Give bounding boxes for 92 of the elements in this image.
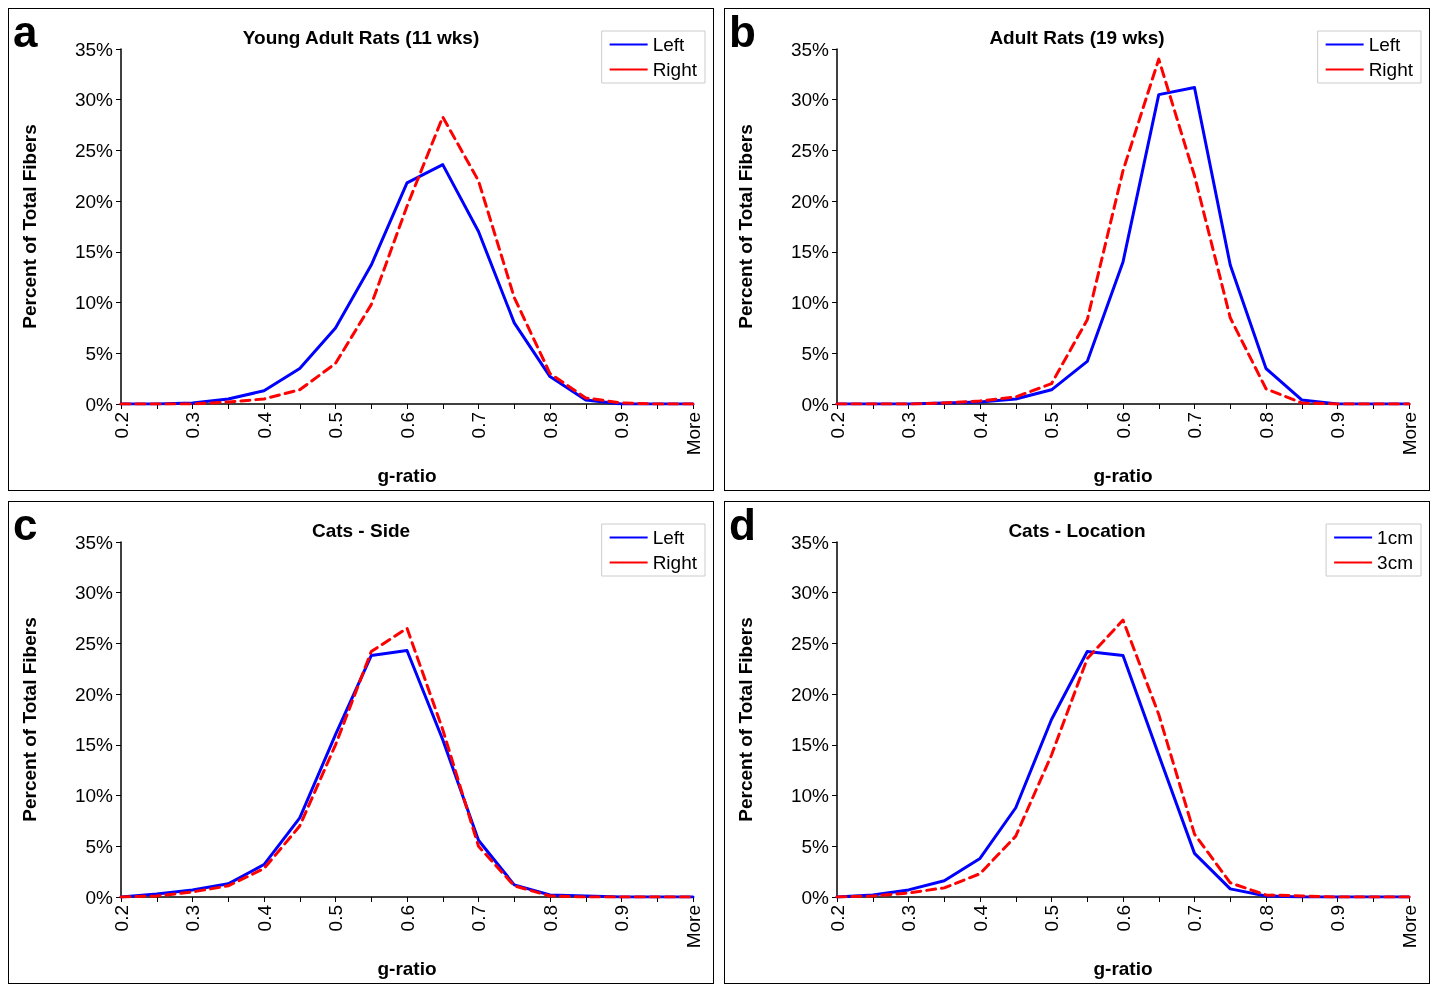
x-tick-label: 0.8 [539, 905, 561, 932]
chart-title: Cats - Side [311, 520, 411, 541]
x-tick-label: 0.5 [325, 905, 346, 932]
y-axis-title: Percent of Total Fibers [19, 124, 40, 329]
x-tick-label: 0.4 [253, 411, 275, 439]
y-tick-label: 20% [790, 190, 830, 212]
y-tick-label: 10% [790, 785, 830, 807]
y-tick-label: 25% [74, 139, 114, 161]
x-tick-label: 0.9 [1327, 905, 1348, 932]
y-tick-label: 25% [74, 632, 114, 654]
y-tick-label: 35% [790, 531, 830, 553]
y-tick-label: 10% [74, 785, 114, 807]
x-tick-label: 0.5 [325, 412, 346, 439]
text: c [13, 499, 38, 549]
chart-title: Young Adult Rats (11 wks) [242, 27, 480, 48]
x-tick-label: 0.2 [826, 905, 848, 932]
x-tick-label: More [682, 905, 704, 949]
y-tick-label: 25% [790, 632, 830, 654]
x-tick-label: 0.5 [1041, 412, 1062, 439]
x-tick-label: 0.5 [1041, 905, 1062, 932]
y-tick-label: 10% [790, 292, 830, 314]
y-tick-label: 5% [85, 342, 114, 364]
y-axis-title: Percent of Total Fibers [735, 617, 756, 822]
y-tick-label: 5% [801, 835, 830, 857]
y-tick-label: 35% [74, 38, 114, 60]
x-tick-label: 0.6 [1112, 412, 1134, 439]
x-tick-label: More [1398, 905, 1420, 949]
x-tick-label: 0.7 [1184, 905, 1205, 932]
x-tick-label: 0.8 [539, 412, 561, 439]
y-tick-label: 20% [790, 683, 830, 705]
y-tick-label: 0% [85, 886, 114, 908]
legend-label: Right [652, 59, 698, 80]
y-tick-label: 15% [74, 241, 114, 263]
x-tick-label: 0.4 [253, 904, 275, 932]
y-tick-label: 0% [801, 393, 830, 415]
x-tick-label: 0.7 [468, 905, 489, 932]
y-tick-label: 15% [790, 241, 830, 263]
x-tick-label: 0.2 [826, 412, 848, 439]
y-tick-label: 15% [74, 734, 114, 756]
y-tick-label: 20% [74, 683, 114, 705]
x-tick-label: 0.4 [969, 411, 991, 439]
y-axis-title: Percent of Total Fibers [19, 617, 40, 822]
x-tick-label: 0.9 [611, 905, 632, 932]
x-tick-label: 0.6 [396, 412, 418, 439]
y-tick-label: 30% [790, 89, 830, 111]
x-tick-label: 0.8 [1255, 905, 1277, 932]
y-tick-label: 30% [74, 89, 114, 111]
text: d [729, 499, 756, 549]
legend-label: Right [1368, 59, 1414, 80]
x-tick-label: 0.3 [182, 905, 203, 932]
y-tick-label: 0% [85, 393, 114, 415]
y-tick-label: 35% [790, 38, 830, 60]
x-axis-title: g-ratio [1093, 465, 1153, 486]
x-tick-label: More [1398, 412, 1420, 456]
x-axis-title: g-ratio [1093, 958, 1153, 979]
text: b [729, 6, 756, 56]
x-axis-title: g-ratio [377, 958, 437, 979]
x-tick-label: 0.7 [1184, 412, 1205, 439]
x-tick-label: 0.6 [396, 905, 418, 932]
x-tick-label: 0.6 [1112, 905, 1134, 932]
y-axis-title: Percent of Total Fibers [735, 124, 756, 329]
x-tick-label: 0.3 [898, 412, 919, 439]
y-tick-label: 5% [801, 342, 830, 364]
legend-label: Left [652, 34, 686, 55]
x-tick-label: 0.7 [468, 412, 489, 439]
x-axis-title: g-ratio [377, 465, 437, 486]
y-tick-label: 35% [74, 531, 114, 553]
legend-label: 1cm [1377, 527, 1414, 548]
y-tick-label: 25% [790, 139, 830, 161]
y-tick-label: 20% [74, 190, 114, 212]
chart-title: Cats - Location [1008, 520, 1146, 541]
legend-label: 3cm [1377, 552, 1414, 573]
x-tick-label: 0.4 [969, 904, 991, 932]
x-tick-label: 0.9 [611, 412, 632, 439]
y-tick-label: 5% [85, 835, 114, 857]
y-tick-label: 30% [790, 582, 830, 604]
y-tick-label: 10% [74, 292, 114, 314]
x-tick-label: More [682, 412, 704, 456]
x-tick-label: 0.2 [110, 412, 132, 439]
x-tick-label: 0.8 [1255, 412, 1277, 439]
x-tick-label: 0.2 [110, 905, 132, 932]
legend-label: Left [1368, 34, 1402, 55]
text: a [13, 6, 38, 56]
legend-label: Right [652, 552, 698, 573]
legend-label: Left [652, 527, 686, 548]
y-tick-label: 30% [74, 582, 114, 604]
x-tick-label: 0.3 [898, 905, 919, 932]
x-tick-label: 0.9 [1327, 412, 1348, 439]
chart-title: Adult Rats (19 wks) [989, 27, 1165, 48]
y-tick-label: 0% [801, 886, 830, 908]
y-tick-label: 15% [790, 734, 830, 756]
x-tick-label: 0.3 [182, 412, 203, 439]
